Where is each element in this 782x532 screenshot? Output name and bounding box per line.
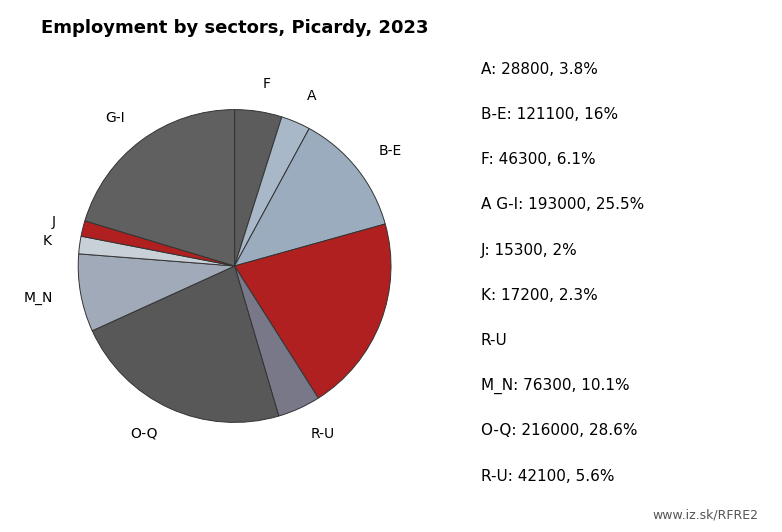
- Wedge shape: [235, 117, 309, 266]
- Text: J: J: [52, 215, 56, 229]
- Wedge shape: [79, 236, 235, 266]
- Text: M_N: M_N: [23, 291, 53, 305]
- Wedge shape: [235, 224, 391, 398]
- Wedge shape: [235, 110, 282, 266]
- Text: F: F: [263, 77, 271, 90]
- Text: R-U: R-U: [481, 333, 508, 348]
- Text: A: A: [307, 89, 316, 103]
- Text: Employment by sectors, Picardy, 2023: Employment by sectors, Picardy, 2023: [41, 19, 429, 37]
- Text: B-E: 121100, 16%: B-E: 121100, 16%: [481, 107, 618, 122]
- Text: F: 46300, 6.1%: F: 46300, 6.1%: [481, 152, 596, 167]
- Text: R-U: 42100, 5.6%: R-U: 42100, 5.6%: [481, 469, 615, 484]
- Wedge shape: [235, 129, 386, 266]
- Wedge shape: [85, 110, 235, 266]
- Text: K: K: [43, 234, 52, 248]
- Text: G-I: G-I: [105, 111, 124, 125]
- Text: B-E: B-E: [379, 144, 402, 158]
- Text: R-U: R-U: [310, 427, 335, 441]
- Wedge shape: [78, 254, 235, 331]
- Wedge shape: [92, 266, 278, 422]
- Text: O-Q: 216000, 28.6%: O-Q: 216000, 28.6%: [481, 423, 637, 438]
- Text: J: 15300, 2%: J: 15300, 2%: [481, 243, 578, 257]
- Text: O-Q: O-Q: [131, 427, 158, 441]
- Text: M_N: 76300, 10.1%: M_N: 76300, 10.1%: [481, 378, 630, 394]
- Wedge shape: [235, 266, 318, 416]
- Wedge shape: [81, 221, 235, 266]
- Text: A: 28800, 3.8%: A: 28800, 3.8%: [481, 62, 597, 77]
- Text: K: 17200, 2.3%: K: 17200, 2.3%: [481, 288, 597, 303]
- Text: A G-I: 193000, 25.5%: A G-I: 193000, 25.5%: [481, 197, 644, 212]
- Text: www.iz.sk/RFRE2: www.iz.sk/RFRE2: [652, 509, 759, 521]
